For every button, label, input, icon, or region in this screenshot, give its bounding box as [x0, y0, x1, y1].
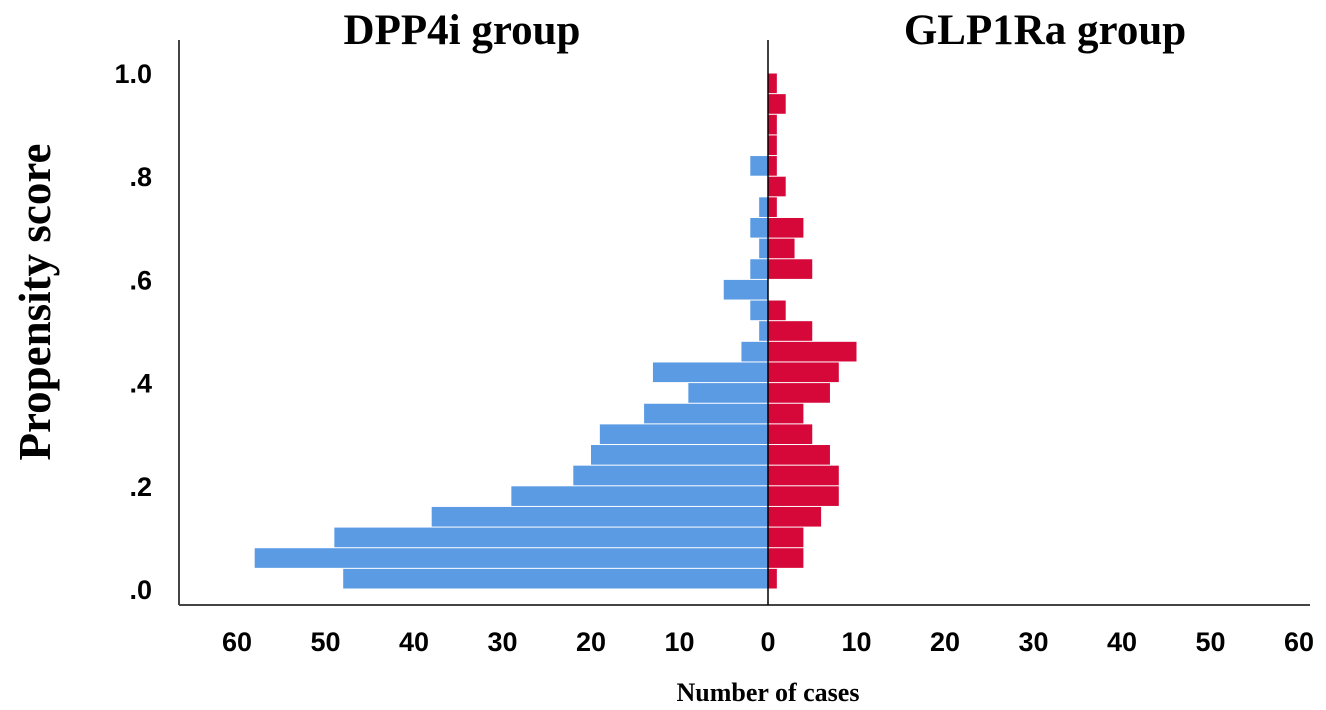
- left-bar: [750, 259, 768, 279]
- right-bar: [768, 486, 839, 506]
- y-tick-label: .8: [129, 162, 152, 192]
- right-bar: [768, 548, 804, 568]
- right-bar: [768, 527, 804, 548]
- left-bar: [599, 424, 768, 445]
- tick-labels-group: .0 .2 .4 .6 .8 1.0 60 50 40 30 20 10 0 10 20 30 40 50 60: [114, 59, 1314, 657]
- left-bar: [759, 197, 768, 217]
- y-tick-label: .6: [129, 265, 152, 295]
- left-bar: [431, 506, 768, 527]
- right-bar: [768, 403, 804, 424]
- right-bar: [768, 156, 777, 176]
- right-bar: [768, 114, 777, 135]
- left-bar: [591, 445, 768, 465]
- right-bar: [768, 383, 830, 403]
- x-axis-label: Number of cases: [677, 678, 860, 707]
- left-bar: [652, 362, 768, 383]
- x-tick-label: 10: [664, 627, 694, 657]
- right-bar: [768, 321, 813, 341]
- right-bar: [768, 568, 777, 589]
- y-tick-label: 1.0: [114, 59, 152, 89]
- left-bar: [750, 156, 768, 176]
- right-bar: [768, 362, 839, 383]
- x-tick-label: 0: [760, 627, 775, 657]
- right-bar: [768, 259, 813, 279]
- left-bar: [334, 527, 768, 548]
- x-tick-label: 20: [930, 627, 960, 657]
- right-bar: [768, 217, 804, 238]
- x-tick-label: 10: [841, 627, 871, 657]
- x-tick-label: 40: [1107, 627, 1137, 657]
- right-group-title: GLP1Ra group: [904, 7, 1186, 54]
- left-group-title: DPP4i group: [344, 7, 581, 54]
- axes-group: [178, 40, 1310, 606]
- right-bar: [768, 341, 857, 362]
- x-tick-label: 40: [399, 627, 429, 657]
- left-bar: [573, 465, 768, 486]
- right-bar: [768, 506, 822, 527]
- right-bar: [768, 94, 786, 114]
- left-bar: [759, 321, 768, 341]
- x-tick-label: 60: [222, 627, 252, 657]
- left-bar: [750, 300, 768, 321]
- right-bar: [768, 465, 839, 486]
- right-bar: [768, 445, 830, 465]
- y-tick-label: .0: [129, 575, 152, 605]
- x-tick-label: 20: [576, 627, 606, 657]
- right-bar: [768, 300, 786, 321]
- right-bar: [768, 135, 777, 156]
- y-axis-label: Propensity score: [10, 143, 60, 460]
- x-tick-label: 60: [1284, 627, 1314, 657]
- left-bar: [644, 403, 768, 424]
- left-bar: [723, 279, 768, 300]
- bars-group: [254, 73, 857, 589]
- right-bar: [768, 238, 795, 259]
- right-bar: [768, 197, 777, 217]
- x-tick-label: 50: [1195, 627, 1225, 657]
- left-bar: [750, 217, 768, 238]
- x-tick-label: 50: [310, 627, 340, 657]
- left-bar: [741, 341, 768, 362]
- right-bar: [768, 176, 786, 197]
- x-tick-label: 30: [1018, 627, 1048, 657]
- x-tick-label: 30: [487, 627, 517, 657]
- right-bar: [768, 424, 813, 445]
- y-tick-label: .2: [129, 472, 152, 502]
- left-bar: [759, 238, 768, 259]
- left-bar: [511, 486, 768, 506]
- right-bar: [768, 73, 777, 94]
- left-bar: [688, 383, 768, 403]
- left-bar: [343, 568, 768, 589]
- y-tick-label: .4: [129, 369, 152, 399]
- left-bar: [254, 548, 768, 568]
